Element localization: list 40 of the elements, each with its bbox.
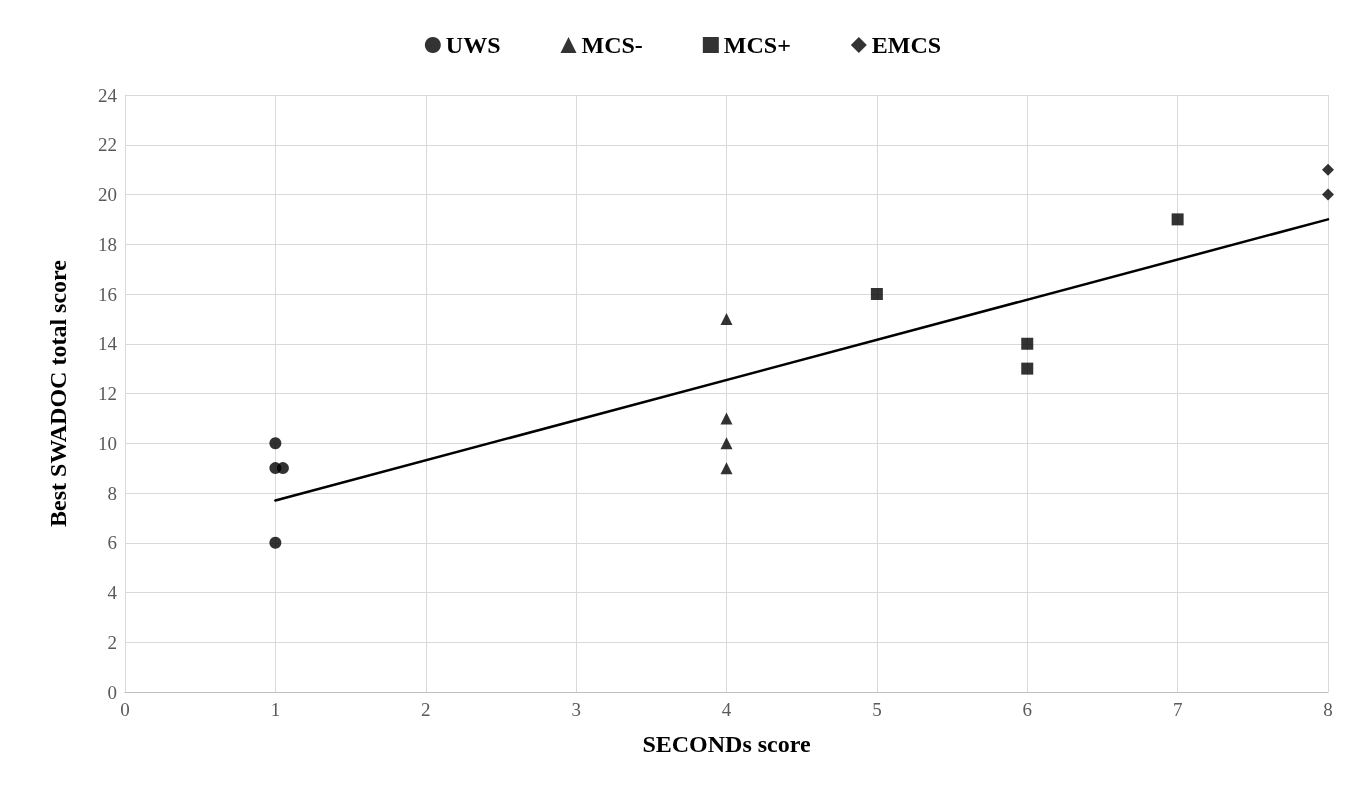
legend-label: MCS-	[581, 32, 643, 58]
legend-label: EMCS	[871, 32, 942, 58]
point	[720, 462, 733, 475]
x-tick-label: 7	[1172, 699, 1183, 720]
x-tick-label: 6	[1022, 699, 1032, 720]
y-tick-label: 10	[98, 432, 117, 454]
y-tick-label: 24	[98, 84, 118, 106]
y-tick-label: 0	[107, 681, 117, 703]
y-tick-label: 4	[107, 582, 118, 603]
legend-label: MCS+	[723, 32, 791, 58]
point	[1322, 163, 1334, 176]
point	[276, 462, 289, 475]
point	[720, 437, 733, 450]
point	[269, 437, 282, 450]
x-tick-label: 4	[721, 699, 732, 720]
point	[720, 412, 733, 425]
point	[1021, 337, 1034, 350]
x-tick-label: 5	[872, 699, 882, 720]
point	[1322, 188, 1334, 201]
y-tick-label: 16	[98, 283, 117, 305]
point	[1021, 362, 1034, 375]
x-tick-label: 3	[571, 699, 581, 720]
x-tick-label: 1	[270, 699, 281, 720]
point	[720, 312, 733, 325]
point	[269, 536, 282, 549]
y-axis-title: Best SWADOC total score	[45, 259, 71, 527]
x-tick-label: 2	[421, 699, 431, 720]
y-tick-label: 14	[98, 333, 118, 355]
point	[1171, 213, 1184, 226]
y-tick-label: 18	[98, 233, 117, 255]
y-tick-label: 12	[98, 383, 117, 404]
x-axis-title: SECONDs score	[642, 731, 811, 757]
y-tick-label: 6	[107, 532, 117, 554]
y-tick-label: 8	[107, 482, 117, 504]
legend-label: UWS	[445, 32, 501, 58]
y-tick-label: 22	[98, 134, 117, 156]
x-tick-label: 8	[1323, 699, 1333, 720]
point	[870, 288, 883, 300]
y-tick-label: 2	[107, 631, 117, 653]
y-tick-label: 20	[98, 184, 117, 205]
